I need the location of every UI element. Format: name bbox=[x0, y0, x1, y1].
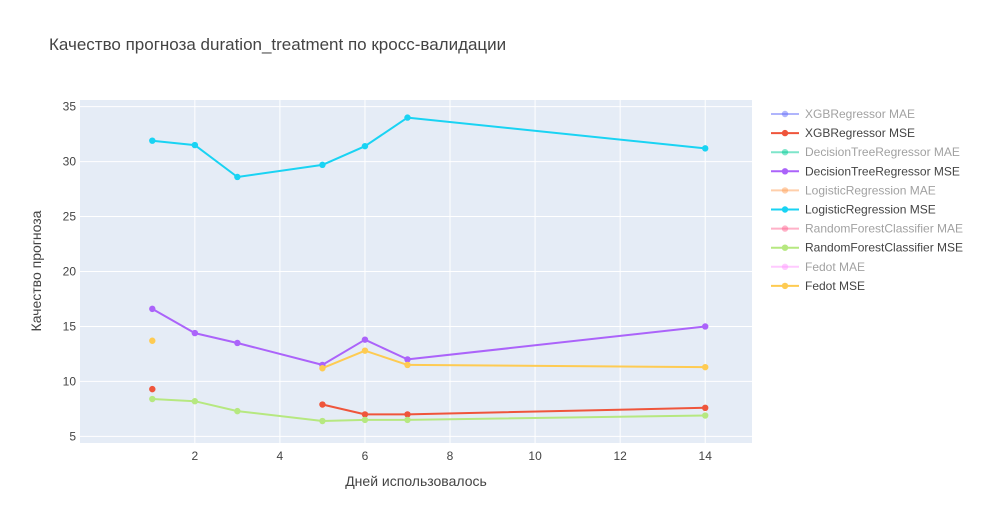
series-fedot-mse bbox=[149, 337, 709, 372]
data-point bbox=[191, 398, 199, 405]
data-point bbox=[149, 395, 156, 403]
data-point bbox=[149, 305, 156, 313]
legend-marker-swatch bbox=[781, 206, 789, 213]
data-point bbox=[149, 137, 156, 144]
legend-label: RandomForestClassifier MSE bbox=[805, 241, 963, 255]
data-point bbox=[702, 145, 709, 152]
legend-label: LogisticRegression MSE bbox=[805, 203, 936, 217]
data-point bbox=[149, 385, 156, 393]
data-point bbox=[319, 417, 326, 425]
data-point bbox=[404, 361, 411, 369]
y-tick-label: 35 bbox=[63, 100, 77, 114]
legend-label: DecisionTreeRegressor MAE bbox=[805, 145, 960, 159]
data-point bbox=[319, 401, 326, 408]
legend-marker-swatch bbox=[781, 110, 789, 118]
data-point bbox=[361, 411, 369, 418]
legend-marker-swatch bbox=[781, 225, 789, 232]
x-axis-title: Дней использовалось bbox=[345, 473, 487, 489]
data-point bbox=[361, 416, 369, 424]
x-tick-label: 14 bbox=[699, 449, 713, 463]
legend-marker-swatch bbox=[781, 168, 789, 175]
legend-label: XGBRegressor MSE bbox=[805, 126, 915, 140]
data-point bbox=[234, 407, 241, 415]
data-point bbox=[702, 363, 709, 371]
data-point bbox=[702, 323, 709, 330]
legend-item[interactable]: Fedot MSE bbox=[771, 279, 865, 293]
legend-marker-swatch bbox=[781, 282, 789, 290]
data-point bbox=[234, 173, 241, 181]
y-axis-title: Качество прогноза bbox=[28, 210, 44, 331]
grid-lines bbox=[80, 100, 752, 443]
series-line bbox=[322, 403, 706, 416]
legend-label: Fedot MAE bbox=[805, 260, 865, 274]
data-point bbox=[702, 412, 709, 419]
legend-item[interactable]: XGBRegressor MAE bbox=[771, 107, 915, 121]
data-point bbox=[191, 329, 199, 337]
y-tick-label: 15 bbox=[63, 319, 77, 333]
legend-item[interactable]: RandomForestClassifier MSE bbox=[771, 241, 963, 255]
chart-title: Качество прогноза duration_treatment по … bbox=[49, 35, 506, 54]
series-logisticregression-mse bbox=[149, 114, 709, 181]
series-line bbox=[322, 349, 706, 370]
y-axis-ticks: 5 10 15 20 25 30 35 bbox=[63, 100, 77, 444]
data-point bbox=[319, 161, 326, 169]
legend-label: Fedot MSE bbox=[805, 279, 865, 293]
data-point bbox=[361, 347, 369, 354]
data-point bbox=[404, 356, 411, 363]
legend-label: DecisionTreeRegressor MSE bbox=[805, 164, 960, 178]
legend-marker-swatch bbox=[781, 263, 789, 270]
x-tick-label: 10 bbox=[528, 449, 542, 463]
y-tick-label: 5 bbox=[69, 429, 76, 443]
legend-item[interactable]: Fedot MAE bbox=[771, 260, 865, 274]
y-tick-label: 30 bbox=[63, 155, 77, 169]
plot-series bbox=[149, 114, 709, 425]
series-xgbregressor-mse bbox=[149, 385, 709, 418]
legend: XGBRegressor MAE XGBRegressor MSE Decision… bbox=[771, 107, 963, 293]
data-point bbox=[191, 141, 199, 149]
legend-item[interactable]: XGBRegressor MSE bbox=[771, 126, 915, 140]
x-tick-label: 12 bbox=[613, 449, 627, 463]
x-tick-label: 8 bbox=[447, 449, 454, 463]
data-point bbox=[234, 339, 241, 347]
data-point bbox=[319, 365, 326, 372]
x-axis-ticks: 2 4 6 8 10 12 14 bbox=[191, 449, 712, 463]
data-point bbox=[404, 114, 411, 121]
x-tick-label: 2 bbox=[191, 449, 198, 463]
legend-marker-swatch bbox=[781, 129, 789, 137]
x-tick-label: 4 bbox=[277, 449, 284, 463]
y-tick-label: 20 bbox=[63, 265, 77, 279]
y-tick-label: 25 bbox=[63, 210, 77, 224]
legend-label: RandomForestClassifier MAE bbox=[805, 222, 963, 236]
legend-marker-swatch bbox=[781, 187, 789, 194]
legend-marker-swatch bbox=[781, 244, 789, 251]
legend-item[interactable]: DecisionTreeRegressor MAE bbox=[771, 145, 960, 159]
data-point bbox=[404, 411, 411, 418]
data-point bbox=[404, 416, 411, 424]
data-point bbox=[361, 142, 369, 150]
legend-item[interactable]: DecisionTreeRegressor MSE bbox=[771, 164, 960, 178]
series-randomforestclassifier-mse bbox=[149, 395, 709, 425]
legend-item[interactable]: LogisticRegression MSE bbox=[771, 203, 936, 217]
legend-label: XGBRegressor MAE bbox=[805, 107, 915, 121]
legend-marker-swatch bbox=[781, 149, 789, 156]
legend-label: LogisticRegression MAE bbox=[805, 183, 936, 197]
x-tick-label: 6 bbox=[362, 449, 369, 463]
legend-item[interactable]: RandomForestClassifier MAE bbox=[771, 222, 963, 236]
data-point bbox=[361, 336, 369, 343]
data-point bbox=[702, 404, 709, 412]
y-tick-label: 10 bbox=[63, 374, 77, 388]
data-point bbox=[149, 337, 156, 344]
legend-item[interactable]: LogisticRegression MAE bbox=[771, 183, 936, 197]
